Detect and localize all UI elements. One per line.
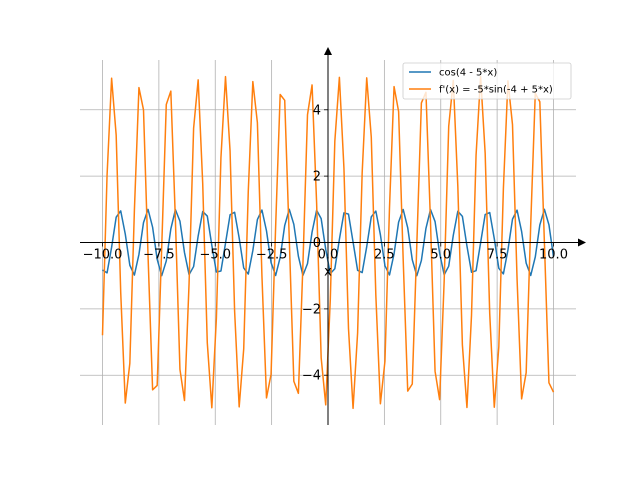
ticks: −10.0 −7.5 −5.0 −2.5 0.0 2.5 5.0 7.5 10.0 −4 −2 0 2 4 (83, 103, 568, 383)
x-axis-label: x (324, 265, 332, 280)
y-tick-label: 2 (313, 170, 321, 185)
x-tick-label: −10.0 (83, 248, 123, 263)
y-tick-label: 0 (313, 236, 321, 251)
x-tick-label: −5.0 (199, 248, 231, 263)
x-tick-label: −7.5 (143, 248, 175, 263)
legend: cos(4 - 5*x) f'(x) = -5*sin(-4 + 5*x) (402, 62, 572, 100)
legend-frame (402, 62, 572, 100)
legend-entry-2: f'(x) = -5*sin(-4 + 5*x) (439, 85, 553, 96)
x-tick-label: 2.5 (374, 248, 395, 263)
y-tick-label: −2 (302, 302, 321, 317)
y-axis-arrow (324, 47, 332, 55)
legend-entry-1: cos(4 - 5*x) (439, 68, 497, 79)
x-tick-label: 7.5 (487, 248, 508, 263)
x-tick-label: −2.5 (256, 248, 288, 263)
x-axis-arrow (578, 238, 586, 247)
x-tick-label: 10.0 (539, 248, 568, 263)
y-tick-label: −4 (302, 369, 321, 384)
y-tick-label: 4 (313, 103, 321, 118)
axes (80, 47, 586, 425)
x-tick-label: 5.0 (430, 248, 451, 263)
x-tick-label: 0.0 (318, 248, 339, 263)
